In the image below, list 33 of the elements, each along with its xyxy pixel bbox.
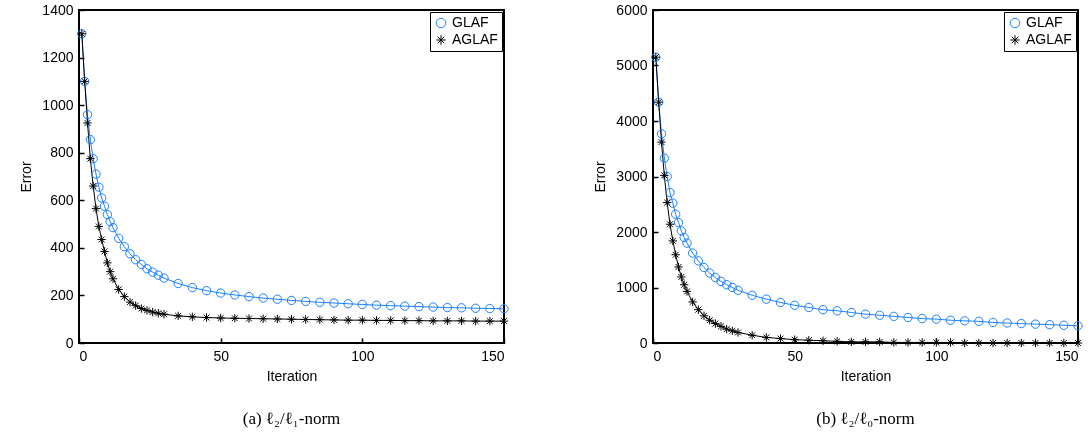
x-axis-title: Iteration xyxy=(840,367,892,384)
x-tick-label: 150 xyxy=(481,347,505,364)
x-tick-label: 150 xyxy=(1055,347,1079,364)
y-tick-label: 1000 xyxy=(42,96,74,113)
y-tick-label: 6000 xyxy=(616,1,648,18)
y-tick-label: 1200 xyxy=(42,49,74,66)
x-tick-label: 100 xyxy=(925,347,949,364)
y-tick-label: 4000 xyxy=(616,112,648,129)
y-tick-label: 2000 xyxy=(616,223,648,240)
y-tick-label: 0 xyxy=(639,334,648,351)
y-tick-label: 5000 xyxy=(616,57,648,73)
y-tick-label: 0 xyxy=(65,334,74,351)
y-tick-label: 400 xyxy=(50,239,74,256)
y-tick-label: 800 xyxy=(50,144,74,161)
y-tick-label: 3000 xyxy=(616,168,648,184)
legend-label: AGLAF xyxy=(1026,31,1072,47)
y-tick-label: 1000 xyxy=(616,279,648,295)
x-tick-label: 0 xyxy=(653,347,662,364)
y-axis-title: Error xyxy=(592,161,609,193)
x-tick-label: 50 xyxy=(213,347,230,364)
text: (a) ℓ₂/ℓ₁-norm xyxy=(242,409,341,428)
x-tick-label: 50 xyxy=(787,347,804,364)
x-tick-label: 100 xyxy=(351,347,375,364)
y-axis-title: Error xyxy=(18,161,35,193)
x-axis-title: Iteration xyxy=(266,367,318,384)
legend-label: AGLAF xyxy=(452,31,498,47)
y-tick-label: 200 xyxy=(50,286,74,303)
text: (b) ℓ₂/ℓ₀-norm xyxy=(816,409,915,428)
x-tick-label: 0 xyxy=(79,347,88,364)
y-tick-label: 1400 xyxy=(42,1,74,18)
legend-label: GLAF xyxy=(452,14,489,30)
y-tick-label: 600 xyxy=(50,191,74,208)
legend-label: GLAF xyxy=(1026,14,1063,30)
